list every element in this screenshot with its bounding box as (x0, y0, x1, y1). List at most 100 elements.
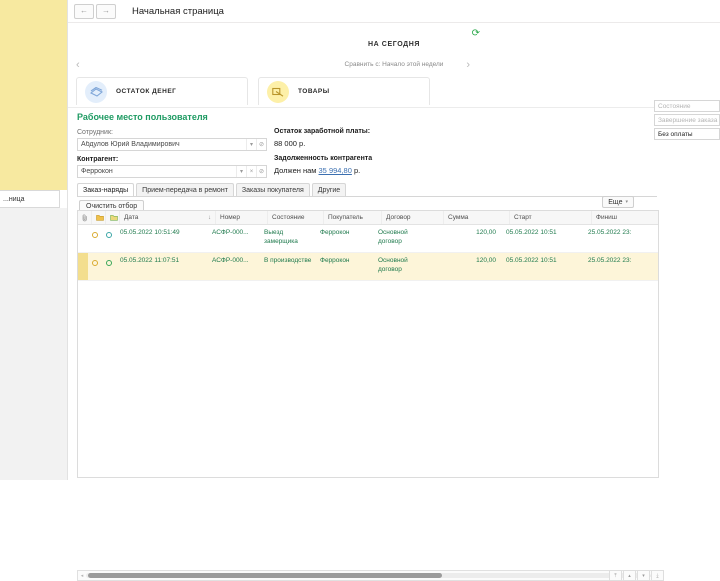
row-nav-group: ⤒ ▴ ▾ ⤓ (609, 570, 664, 581)
dashboard-card-goods[interactable]: ТОВАРЫ (258, 77, 430, 105)
grid-header-row: Дата ↓ Номер Состояние Покупатель Догово… (78, 211, 658, 225)
row-status-teal[interactable] (102, 225, 116, 252)
cell-start: 05.05.2022 10:51 (506, 229, 557, 236)
sort-descending-icon: ↓ (208, 214, 211, 221)
row-status-yellow[interactable] (88, 253, 102, 280)
tab-drugie[interactable]: Другие (311, 183, 347, 197)
scroll-left-icon[interactable]: ◂ (80, 572, 84, 579)
move-top-icon[interactable]: ⤒ (609, 570, 622, 581)
column-header-buyer[interactable]: Покупатель (324, 211, 382, 224)
forward-button[interactable]: → (96, 3, 116, 19)
dashboard-card-label: ТОВАРЫ (298, 88, 330, 95)
move-down-icon[interactable]: ▾ (637, 570, 650, 581)
money-icon (85, 80, 107, 103)
compare-row: ‹ Сравнить с: Начало этой недели › (68, 57, 720, 73)
column-header-start[interactable]: Старт (510, 211, 592, 224)
cell-contract: Основной договор (378, 257, 408, 273)
prev-period-icon[interactable]: ‹ (76, 59, 80, 71)
debt-value: Должен нам 35 994,80 р. (274, 166, 360, 175)
workplace-pane: Рабочее место пользователя Сотрудник: Аб… (68, 107, 720, 581)
chevron-down-icon: ▾ (625, 199, 628, 205)
debt-prefix: Должен нам (274, 166, 319, 175)
open-record-icon[interactable]: ⊘ (256, 166, 266, 177)
more-button[interactable]: Еще ▾ (602, 196, 634, 208)
cell-finish: 25.05.2022 23: (588, 257, 632, 264)
tab-priem-peredacha[interactable]: Прием-передача в ремонт (136, 183, 234, 197)
column-header-flag-yellow[interactable] (92, 211, 106, 224)
chevron-down-icon[interactable]: ▾ (246, 139, 256, 150)
goods-icon (267, 80, 289, 103)
horizontal-scrollbar[interactable]: ◂ ▸ (77, 570, 657, 581)
left-lower-panel (0, 208, 68, 480)
scrollbar-thumb[interactable] (88, 573, 443, 578)
section-title: Рабочее место пользователя (77, 112, 208, 122)
table-row[interactable]: 05.05.2022 11:07:51 АСФР-000... В произв… (78, 253, 658, 281)
counterparty-value: Феррокон (81, 168, 113, 175)
cell-number: АСФР-000... (212, 257, 249, 264)
column-header-sum[interactable]: Сумма (444, 211, 510, 224)
cell-sum: 120,00 (476, 229, 496, 236)
cell-buyer: Феррокон (320, 257, 350, 264)
history-nav-group: ← → (74, 3, 116, 19)
row-status-green[interactable] (102, 253, 116, 280)
column-header-finish[interactable]: Финиш (596, 214, 618, 221)
refresh-icon[interactable]: ⟳ (471, 28, 480, 39)
column-header-date[interactable]: Дата ↓ (120, 211, 216, 224)
tab-strip: Заказ-наряды Прием-передача в ремонт Зак… (77, 182, 348, 197)
debt-suffix: р. (351, 166, 361, 175)
cell-state: В производстве (264, 257, 312, 264)
more-button-label: Еще (608, 198, 623, 206)
cell-finish: 25.05.2022 23: (588, 229, 632, 236)
tab-underline (77, 196, 657, 197)
column-header-number[interactable]: Номер (216, 211, 268, 224)
circle-green-icon (106, 260, 112, 266)
dashboard-card-label: ОСТАТОК ДЕНЕГ (116, 88, 177, 95)
row-status-yellow[interactable] (88, 225, 102, 252)
column-header-label: Дата (124, 214, 139, 221)
scrollbar-track[interactable] (86, 573, 648, 578)
column-header-flag-green[interactable] (106, 211, 120, 224)
filter-closing-input[interactable]: Завершение заказа (654, 114, 720, 126)
cell-date: 05.05.2022 11:07:51 (120, 257, 180, 264)
tab-zakaz-naryady[interactable]: Заказ-наряды (77, 183, 135, 197)
dashboard-area: ⟳ НА СЕГОДНЯ ‹ Сравнить с: Начало этой н… (68, 23, 720, 107)
circle-yellow-icon (92, 232, 98, 238)
chevron-down-icon[interactable]: ▾ (236, 166, 246, 177)
table-row[interactable]: 05.05.2022 10:51:49 АСФР-000... Выезд за… (78, 225, 658, 253)
move-bottom-icon[interactable]: ⤓ (651, 570, 664, 581)
filter-state-input[interactable]: Состояние (654, 100, 720, 112)
topbar-separator (68, 22, 720, 23)
debt-amount-link[interactable]: 35 994,80 (318, 166, 352, 175)
back-button[interactable]: ← (74, 3, 94, 19)
tab-zakazy-pokupatelya[interactable]: Заказы покупателя (235, 183, 310, 197)
next-period-icon[interactable]: › (466, 59, 470, 71)
column-header-attach[interactable] (78, 211, 92, 224)
dashboard-cards: ОСТАТОК ДЕНЕГ ТОВАРЫ (76, 77, 430, 105)
counterparty-input[interactable]: Феррокон ▾ × ⊘ (77, 165, 267, 178)
open-record-icon[interactable]: ⊘ (256, 139, 266, 150)
employee-value: Абдулов Юрий Владимирович (81, 141, 180, 148)
cell-buyer: Феррокон (320, 229, 350, 236)
top-navigation-bar: ← → Начальная страница (68, 0, 720, 22)
salary-value: 88 000 р. (274, 139, 306, 148)
orders-grid[interactable]: Дата ↓ Номер Состояние Покупатель Догово… (77, 210, 659, 478)
move-up-icon[interactable]: ▴ (623, 570, 636, 581)
row-marker (78, 253, 88, 280)
left-divider (67, 0, 68, 480)
employee-input[interactable]: Абдулов Юрий Владимирович ▾ ⊘ (77, 138, 267, 151)
compare-label[interactable]: Сравнить с: Начало этой недели (344, 61, 444, 68)
clear-field-icon[interactable]: × (246, 166, 256, 177)
circle-teal-icon (106, 232, 112, 238)
debt-label: Задолженность контрагента (274, 155, 373, 162)
left-clipped-tab[interactable]: ...ница (0, 190, 60, 208)
row-marker (78, 225, 88, 252)
cell-contract: Основной договор (378, 229, 408, 245)
filter-panel: Состояние Завершение заказа Без оплаты (654, 100, 720, 370)
dashboard-card-money[interactable]: ОСТАТОК ДЕНЕГ (76, 77, 248, 105)
filter-payment-input[interactable]: Без оплаты (654, 128, 720, 140)
column-header-contract[interactable]: Договор (382, 211, 444, 224)
cell-date: 05.05.2022 10:51:49 (120, 229, 180, 236)
cell-number: АСФР-000... (212, 229, 249, 236)
column-header-state[interactable]: Состояние (268, 211, 324, 224)
